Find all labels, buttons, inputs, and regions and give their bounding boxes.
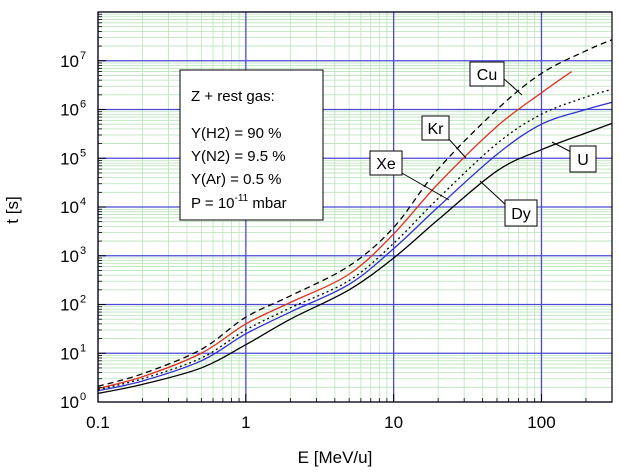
annotation-label-kr: Kr — [428, 121, 445, 138]
annotation-pointer-cu — [502, 77, 523, 96]
annotations: Cu Kr Xe Dy U — [369, 61, 597, 227]
y-tick-exponent: 0 — [80, 391, 86, 403]
y-tick-label: 10 — [60, 344, 79, 363]
y-tick-label: 10 — [60, 52, 79, 71]
y-tick-exponent: 1 — [80, 342, 86, 354]
ticks — [97, 11, 613, 403]
x-tick-label: 1 — [241, 413, 250, 432]
y-tick-exponent: 3 — [80, 245, 86, 257]
annotation-pointer-dy — [479, 180, 508, 207]
annotation-box-xe — [369, 150, 403, 176]
series-line-dy — [97, 88, 613, 391]
info-box-line2: Y(N2) = 9.5 % — [191, 148, 286, 165]
annotation-label-dy: Dy — [511, 206, 531, 223]
y-axis-label: t [s] — [3, 196, 22, 223]
annotation-pointer-kr — [446, 136, 467, 159]
annotation-box-cu — [469, 61, 505, 87]
y-tick-label: 10 — [60, 149, 79, 168]
annotation-box-kr — [421, 115, 450, 141]
series-lines — [97, 39, 613, 395]
series-line-kr — [97, 71, 573, 390]
x-axis-label: E [MeV/u] — [298, 448, 373, 467]
x-tick-label: 0.1 — [86, 413, 110, 432]
y-tick-exponent: 2 — [80, 294, 86, 306]
info-box-line1: Y(H2) = 90 % — [191, 125, 281, 142]
y-tick-exponent: 6 — [80, 99, 86, 111]
y-tick-label: 10 — [60, 296, 79, 315]
x-tick-label: 10 — [384, 413, 403, 432]
annotation-box-dy — [504, 199, 538, 227]
pressure-prefix: P = 10 — [191, 195, 235, 212]
x-tick-labels: 0.1 1 10 100 — [86, 413, 555, 432]
y-tick-label: 10 — [60, 393, 79, 412]
annotation-box-u — [569, 145, 597, 173]
y-tick-exponent: 4 — [80, 196, 86, 208]
y-tick-label: 10 — [60, 247, 79, 266]
pressure-exponent: -11 — [235, 193, 249, 204]
info-box-pressure: P = 10-11 mbar — [191, 193, 287, 212]
annotation-label-xe: Xe — [376, 156, 396, 173]
series-line-cu — [97, 39, 613, 387]
x-tick-label: 100 — [527, 413, 555, 432]
annotation-label-u: U — [577, 152, 589, 169]
info-box-line3: Y(Ar) = 0.5 % — [191, 171, 281, 188]
series-line-u — [97, 122, 613, 395]
annotation-label-cu: Cu — [477, 67, 497, 84]
y-tick-exponent: 7 — [80, 50, 86, 62]
series-line-xe — [97, 101, 613, 392]
y-tick-label: 10 — [60, 198, 79, 217]
annotation-pointer-xe — [399, 171, 450, 201]
info-box-frame — [179, 69, 324, 221]
pressure-suffix: mbar — [248, 195, 286, 212]
y-tick-label: 10 — [60, 101, 79, 120]
info-box: Z + rest gas: Y(H2) = 90 % Y(N2) = 9.5 %… — [179, 69, 324, 221]
info-box-title: Z + rest gas: — [191, 88, 275, 105]
y-tick-exponent: 5 — [80, 147, 86, 159]
